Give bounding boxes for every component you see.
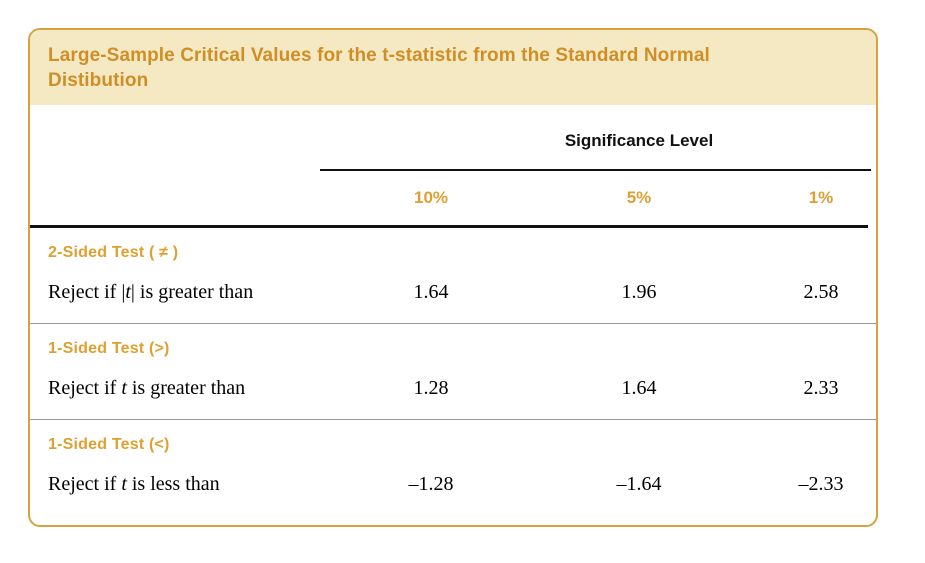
row-label: Reject if |t| is greater than (30, 279, 320, 305)
section-header: 1-Sided Test (<) (48, 436, 170, 453)
table-title-band: Large-Sample Critical Values for the t-s… (30, 30, 876, 105)
section-2-sided-test: 2-Sided Test ( ≠ ) Reject if |t| is grea… (30, 228, 876, 324)
section-1-sided-test-lt: 1-Sided Test (<) Reject if t is less tha… (30, 420, 876, 497)
section-header: 2-Sided Test ( ≠ ) (48, 244, 179, 261)
row-label-post: is less than (126, 473, 220, 495)
t-stat-symbol: t (125, 281, 131, 303)
critical-value-10pct: –1.28 (408, 473, 454, 495)
row-label-post: is greater than (126, 377, 246, 399)
row-label-pre: Reject if (48, 377, 122, 399)
table-row: Reject if t is less than –1.28 –1.64 –2.… (30, 471, 876, 497)
abs-bar-close: | (130, 281, 135, 303)
critical-value-1pct: –2.33 (798, 473, 844, 495)
levels-header-row: 10% 5% 1% (30, 171, 876, 225)
critical-value-1pct: 2.33 (803, 377, 839, 399)
table-row: Reject if |t| is greater than 1.64 1.96 … (30, 279, 876, 305)
header-divider-thick (30, 225, 868, 228)
row-label: Reject if t is greater than (30, 375, 320, 401)
critical-value-5pct: 1.64 (621, 377, 657, 399)
critical-value-5pct: 1.96 (621, 281, 657, 303)
row-label-pre: Reject if (48, 281, 122, 303)
row-divider (30, 323, 876, 324)
level-header-10pct: 10% (413, 188, 449, 207)
t-stat-symbol: t (121, 473, 127, 495)
row-label-pre: Reject if (48, 473, 122, 495)
critical-value-10pct: 1.28 (413, 377, 449, 399)
section-1-sided-test-gt: 1-Sided Test (>) Reject if t is greater … (30, 324, 876, 420)
critical-values-table-card: Large-Sample Critical Values for the t-s… (28, 28, 878, 527)
table-row: Reject if t is greater than 1.28 1.64 2.… (30, 375, 876, 401)
significance-label-row: Significance Level (30, 131, 876, 152)
significance-underline (320, 169, 871, 171)
critical-value-1pct: 2.58 (803, 281, 839, 303)
critical-value-10pct: 1.64 (413, 281, 449, 303)
level-header-1pct: 1% (808, 188, 834, 207)
critical-value-5pct: –1.64 (616, 473, 662, 495)
row-label-post: is greater than (134, 281, 254, 303)
abs-bar-open: | (121, 281, 126, 303)
table-title: Large-Sample Critical Values for the t-s… (48, 44, 710, 91)
significance-level-label: Significance Level (564, 131, 714, 150)
row-label: Reject if t is less than (30, 471, 320, 497)
section-header: 1-Sided Test (>) (48, 340, 170, 357)
row-divider (30, 419, 876, 420)
t-stat-symbol: t (121, 377, 127, 399)
level-header-5pct: 5% (626, 188, 652, 207)
